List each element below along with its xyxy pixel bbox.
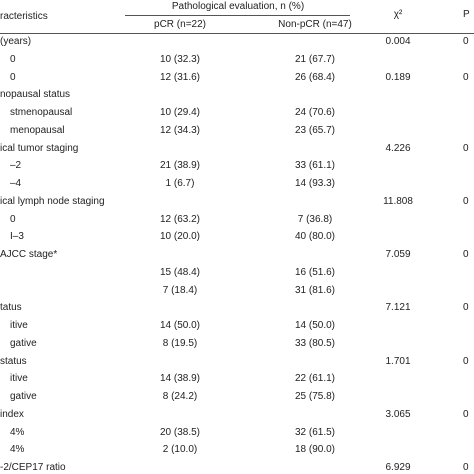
row-label: status	[0, 355, 27, 367]
table-cell: 6.929	[385, 462, 411, 473]
table-cell: 40 (80.0)	[294, 231, 336, 243]
table-cell: 10 (32.3)	[159, 53, 201, 65]
header-cell: Non-pCR (n=47)	[278, 19, 352, 30]
row-label: nopausal status	[0, 89, 71, 101]
table-cell: 0	[463, 249, 469, 260]
header-rule	[0, 33, 474, 34]
header-cell: pCR (n=22)	[154, 19, 206, 30]
table-cell: 0	[463, 355, 469, 367]
row-label: ical tumor staging	[0, 142, 79, 154]
table-cell: 22 (61.1)	[294, 373, 336, 385]
table-cell: 0	[463, 36, 469, 47]
table-cell: 0	[463, 462, 469, 473]
row-label: AJCC stage*	[0, 249, 58, 260]
table-cell: 26 (68.4)	[294, 71, 336, 83]
table-cell: 33 (80.5)	[294, 337, 336, 349]
table-cell: 1 (6.7)	[165, 178, 195, 189]
group-rule	[125, 15, 350, 16]
table-cell: 10 (20.0)	[159, 231, 201, 243]
table-cell: 33 (61.1)	[294, 160, 336, 172]
table-cell: 0.189	[385, 71, 411, 83]
table-cell: 20 (38.5)	[159, 426, 201, 438]
table-cell: 8 (24.2)	[162, 391, 198, 402]
row-label: (years)	[0, 36, 32, 47]
table-cell: 25 (75.8)	[294, 391, 336, 402]
table-cell: 0	[463, 302, 469, 314]
table-cell: 31 (81.6)	[294, 284, 336, 296]
table-cell: 14 (50.0)	[159, 320, 201, 331]
table-cell: 23 (65.7)	[294, 124, 336, 136]
table-cell: 1.701	[385, 355, 411, 367]
header-cell: P	[463, 9, 470, 20]
table-cell: 0	[463, 195, 469, 207]
row-label: gative	[10, 337, 37, 349]
row-label: gative	[10, 391, 37, 402]
table-cell: 7.059	[385, 249, 411, 260]
table-cell: 4.226	[385, 142, 411, 154]
row-label: ical lymph node staging	[0, 195, 105, 207]
table-cell: 0	[463, 71, 469, 83]
row-label: 0	[10, 53, 16, 65]
row-label: –2	[10, 160, 22, 172]
row-label: menopausal	[10, 124, 65, 136]
table-cell: 14 (50.0)	[294, 320, 336, 331]
row-label: 0	[10, 71, 16, 83]
table-cell: 10 (29.4)	[159, 107, 201, 118]
table-cell: 7 (36.8)	[297, 213, 333, 225]
row-label: index	[0, 408, 24, 420]
table-cell: 21 (38.9)	[159, 160, 201, 172]
table-cell: 15 (48.4)	[159, 266, 201, 278]
table-cell: 24 (70.6)	[294, 107, 336, 118]
table-cell: 32 (61.5)	[294, 426, 336, 438]
table-cell: 2 (10.0)	[162, 444, 198, 456]
table-cell: 12 (34.3)	[159, 124, 201, 136]
table-cell: 11.808	[383, 195, 413, 207]
header-cell: Pathological evaluation, n (%)	[171, 1, 305, 12]
table-cell: 12 (31.6)	[159, 71, 201, 83]
table-cell: 18 (90.0)	[294, 444, 336, 456]
table-cell: 7 (18.4)	[162, 284, 198, 296]
table-cell: 0	[463, 408, 469, 420]
row-label: –4	[10, 178, 22, 189]
header-cell: χ²	[393, 9, 403, 20]
row-label: 4%	[10, 444, 25, 456]
table-cell: 16 (51.6)	[294, 266, 336, 278]
row-label: stmenopausal	[10, 107, 73, 118]
row-label: tatus	[0, 302, 22, 314]
row-label: I–3	[10, 231, 24, 243]
table-cell: 14 (93.3)	[294, 178, 336, 189]
table-cell: 7.121	[385, 302, 411, 314]
row-label: 0	[10, 213, 16, 225]
row-label: 4%	[10, 426, 25, 438]
table-cell: 0.004	[385, 36, 411, 47]
table-cell: 12 (63.2)	[159, 213, 201, 225]
table-cell: 21 (67.7)	[294, 53, 336, 65]
row-label: -2/CEP17 ratio	[0, 462, 66, 473]
table-cell: 8 (19.5)	[162, 337, 198, 349]
row-label: itive	[10, 373, 28, 385]
row-label: itive	[10, 320, 28, 331]
header-cell: racteristics	[0, 11, 48, 22]
table-cell: 14 (38.9)	[159, 373, 201, 385]
table-cell: 0	[463, 142, 469, 154]
table-cell: 3.065	[385, 408, 411, 420]
